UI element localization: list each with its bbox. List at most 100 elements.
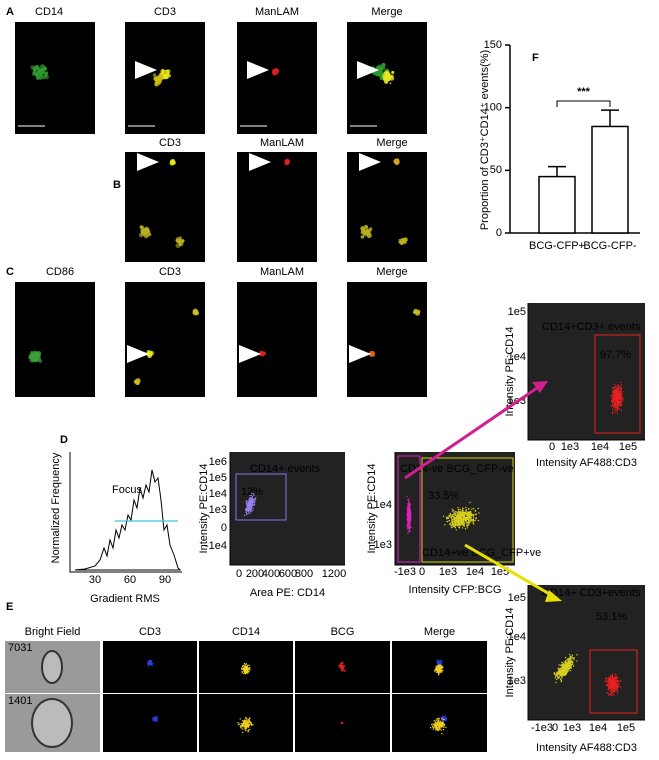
event-dot [613,407,614,408]
event-dot [569,659,570,660]
event-dot [618,680,619,681]
event-dot [440,723,441,724]
event-dot [441,733,442,734]
event-dot [251,724,252,725]
x-tick-label: 0 [552,722,558,734]
event-dot [617,395,618,396]
event-dot [612,409,613,410]
event-dot [469,502,470,503]
event-dot [567,667,568,668]
event-dot [154,720,155,721]
signal [179,236,181,238]
event-dot [455,515,456,516]
signal [272,71,274,73]
signal [362,229,364,231]
event-dot [458,509,459,510]
event-dot [605,684,606,685]
event-dot [615,407,616,408]
cell-image [103,694,197,752]
event-dot [465,528,466,529]
x-tick-label: 1e4 [466,566,484,578]
signal [164,71,168,75]
event-dot [247,501,248,502]
event-dot [244,515,245,516]
micrograph [15,282,95,397]
event-dot [570,670,571,671]
event-dot [618,384,619,385]
event-dot [246,672,247,673]
event-dot [408,500,409,501]
event-dot [410,515,411,516]
y-tick-label: 1e3 [374,539,392,551]
event-dot [620,686,621,687]
event-dot [434,720,435,721]
event-dot [620,382,621,383]
event-dot [466,521,467,522]
event-dot [616,690,617,691]
event-dot [607,685,608,686]
event-dot [620,395,621,396]
event-dot [563,667,564,668]
event-dot [472,520,473,521]
event-dot [455,511,456,512]
event-dot [618,683,619,684]
event-dot [614,392,615,393]
event-dot [438,724,439,725]
event-dot [562,675,563,676]
event-dot [611,683,612,684]
event-dot [438,730,439,731]
event-dot [473,516,474,517]
signal [389,75,392,78]
event-dot [618,395,619,396]
event-dot [149,660,150,661]
event-dot [441,726,442,727]
event-dot [557,676,558,677]
event-dot [156,718,157,719]
event-dot [156,716,157,717]
event-dot [409,530,410,531]
event-dot [609,691,610,692]
event-dot [604,681,605,682]
event-dot [576,660,577,661]
event-dot [249,717,250,718]
event-dot [245,509,246,510]
event-dot [617,389,618,390]
event-dot [247,730,248,731]
event-dot [615,674,616,675]
event-dot [467,522,468,523]
event-id: 7031 [8,642,32,654]
event-dot [430,727,431,728]
event-dot [147,661,148,662]
event-dot [245,727,246,728]
event-dot [438,668,439,669]
channel-label: Merge [371,6,402,18]
event-dot [438,727,439,728]
event-dot [469,511,470,512]
event-dot [241,671,242,672]
y-tick-label: 1e4 [508,631,526,643]
event-dot [456,515,457,516]
event-dot [463,519,464,520]
event-dot [410,512,411,513]
event-dot [450,513,451,514]
event-dot [613,398,614,399]
event-dot [453,525,454,526]
event-dot [243,670,244,671]
event-dot [606,692,607,693]
error-bar [601,110,619,126]
event-dot [461,523,462,524]
event-dot [618,404,619,405]
event-dot [245,728,246,729]
event-dot [248,725,249,726]
event-dot [461,521,462,522]
event-dot [252,502,253,503]
event-dot [409,528,410,529]
micrograph [15,22,95,134]
event-dot [253,502,254,503]
event-dot [455,524,456,525]
x-tick-label: 400 [262,568,280,580]
event-dot [250,498,251,499]
event-dot [619,402,620,403]
event-dot [613,685,614,686]
bar [539,177,575,233]
